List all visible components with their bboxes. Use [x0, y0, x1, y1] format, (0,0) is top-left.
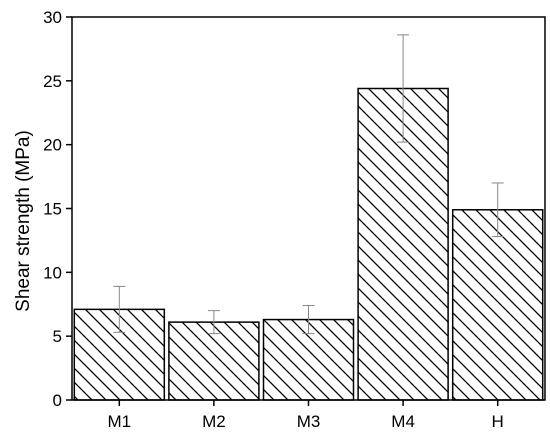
y-axis-title: Shear strength (MPa) — [13, 130, 34, 312]
bar-m2 — [168, 321, 260, 401]
bar-h — [451, 209, 544, 401]
x-tick-label: H — [492, 412, 504, 431]
x-tick-label: M4 — [391, 412, 415, 431]
y-tick-label: 30 — [43, 8, 62, 27]
y-axis: 0 5 10 15 20 25 30 — [43, 8, 72, 410]
x-tick-label: M2 — [202, 412, 226, 431]
error-bars-group — [113, 34, 504, 335]
y-tick-label: 20 — [43, 136, 62, 155]
y-tick-label: 15 — [43, 200, 62, 219]
x-tick-label: M3 — [297, 412, 321, 431]
y-tick-label: 25 — [43, 72, 62, 91]
y-tick-label: 5 — [53, 327, 62, 346]
bars-group — [73, 87, 544, 401]
y-tick-label: 10 — [43, 263, 62, 282]
y-tick-label: 0 — [53, 391, 62, 410]
x-axis: M1 M2 M3 M4 H — [107, 400, 504, 431]
x-tick-label: M1 — [107, 412, 131, 431]
